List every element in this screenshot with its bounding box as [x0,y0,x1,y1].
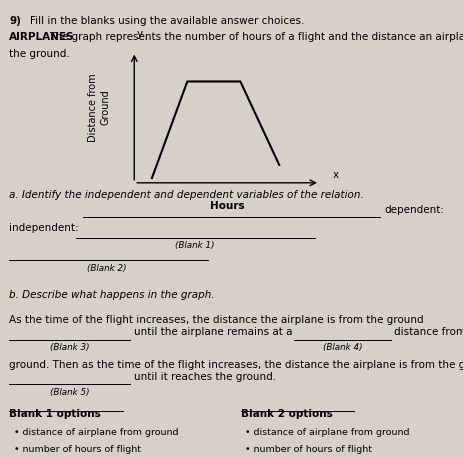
Text: AIRPLANES: AIRPLANES [9,32,75,42]
Text: Blank 2 options: Blank 2 options [241,409,332,420]
Text: • distance of airplane from ground: • distance of airplane from ground [14,428,178,437]
Text: (Blank 1): (Blank 1) [175,241,214,250]
Text: the ground.: the ground. [9,49,70,59]
Text: (Blank 5): (Blank 5) [50,388,89,397]
Text: Hours: Hours [210,201,245,211]
Text: until the airplane remains at a: until the airplane remains at a [134,327,293,337]
Text: The graph represents the number of hours of a flight and the distance an airplan: The graph represents the number of hours… [49,32,463,42]
Text: (Blank 4): (Blank 4) [323,343,363,352]
Text: 9): 9) [9,16,21,26]
Text: independent:: independent: [9,223,79,233]
Text: distance from the: distance from the [394,327,463,337]
Text: ground. Then as the time of the flight increases, the distance the airplane is f: ground. Then as the time of the flight i… [9,360,463,370]
Text: b. Describe what happens in the graph.: b. Describe what happens in the graph. [9,290,215,300]
Text: • number of hours of flight: • number of hours of flight [245,445,372,454]
Text: (Blank 2): (Blank 2) [87,264,126,273]
Text: Fill in the blanks using the available answer choices.: Fill in the blanks using the available a… [30,16,305,26]
Text: y: y [137,29,143,39]
Text: Blank 1 options: Blank 1 options [9,409,101,420]
Text: dependent:: dependent: [384,205,444,215]
Text: until it reaches the ground.: until it reaches the ground. [134,372,276,382]
Text: a. Identify the independent and dependent variables of the relation.: a. Identify the independent and dependen… [9,190,364,200]
Text: x: x [332,170,339,180]
Text: (Blank 3): (Blank 3) [50,343,89,352]
Text: As the time of the flight increases, the distance the airplane is from the groun: As the time of the flight increases, the… [9,315,424,325]
Text: • distance of airplane from ground: • distance of airplane from ground [245,428,410,437]
Text: Distance from
Ground: Distance from Ground [88,73,110,142]
Text: • number of hours of flight: • number of hours of flight [14,445,141,454]
